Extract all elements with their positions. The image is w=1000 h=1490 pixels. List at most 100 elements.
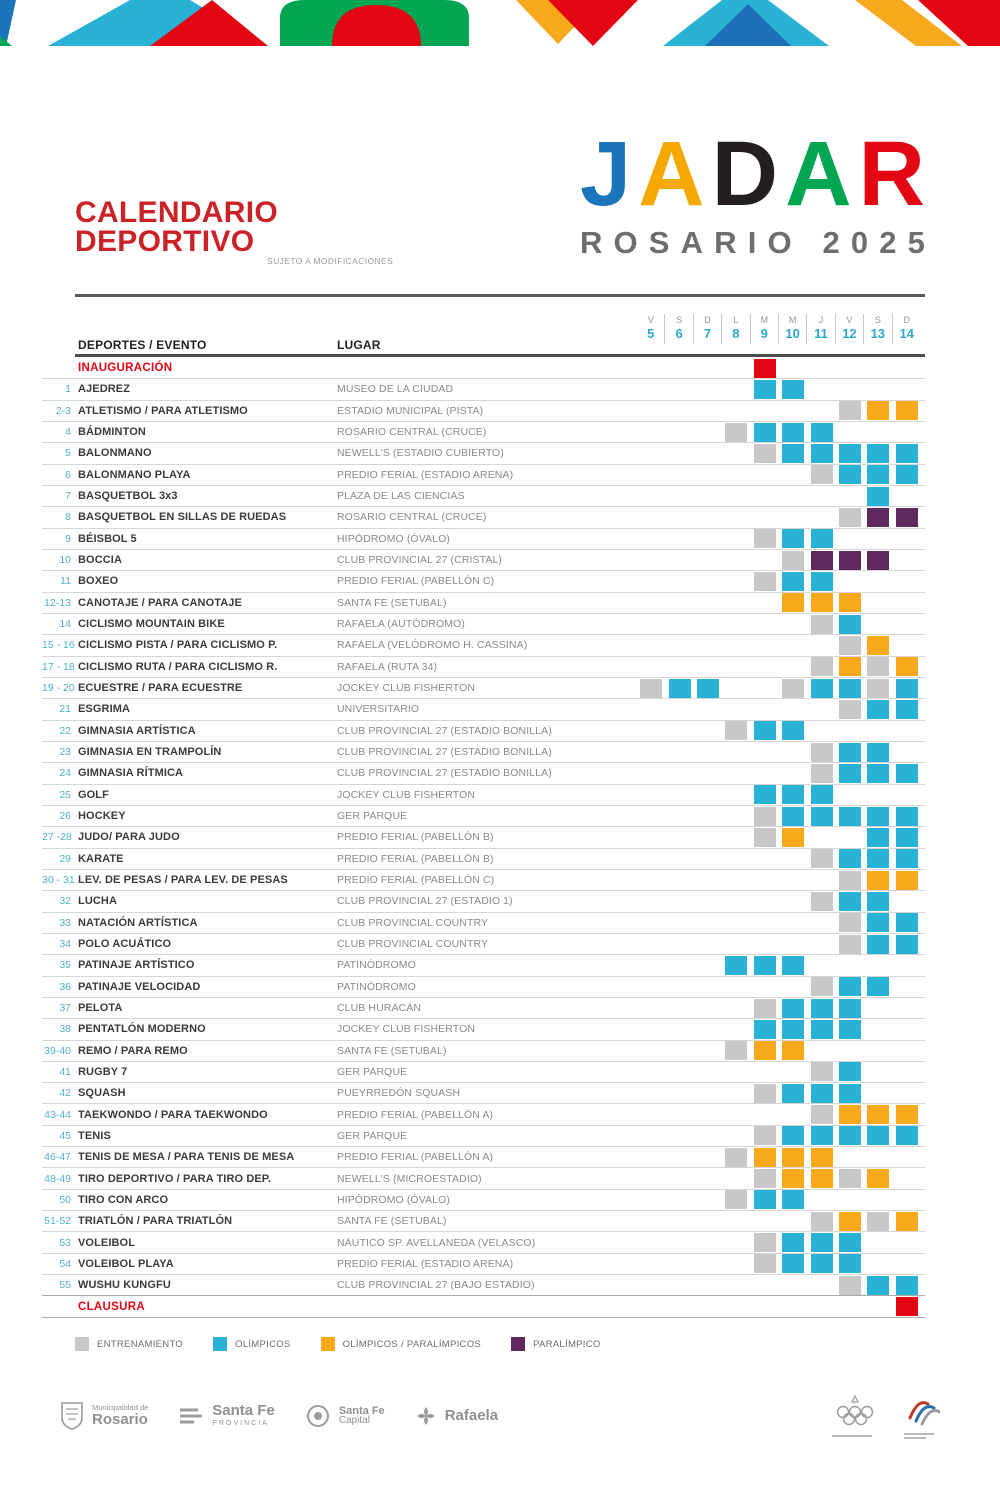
day-cell xyxy=(864,827,892,847)
day-cell xyxy=(637,827,665,847)
sport-name: TRIATLÓN / PARA TRIATLÓN xyxy=(78,1215,233,1228)
table-row: 43-44 TAEKWONDO / PARA TAEKWONDO PREDIO FE… xyxy=(42,1104,925,1126)
day-header-cell: V 12 xyxy=(836,314,865,344)
day-cell xyxy=(779,1296,807,1316)
event-chip xyxy=(867,657,890,677)
day-cell xyxy=(864,614,892,634)
jadar-subtitle-char: S xyxy=(648,224,670,260)
event-chip xyxy=(810,998,833,1018)
event-chip xyxy=(895,827,918,847)
legend-label: PARALÍMPICO xyxy=(533,1338,601,1350)
event-chip xyxy=(895,1297,918,1317)
day-cell xyxy=(694,1275,722,1295)
event-chip xyxy=(867,934,890,954)
sport-name: TIRO DEPORTIVO / PARA TIRO DEP. xyxy=(78,1172,271,1185)
day-cell xyxy=(751,614,779,634)
event-chip xyxy=(838,977,861,997)
day-cell xyxy=(864,891,892,911)
event-chip xyxy=(810,1019,833,1039)
event-chip xyxy=(895,934,918,954)
day-cell xyxy=(751,1019,779,1039)
venue-name: HIPÓDROMO (ÓVALO) xyxy=(337,532,450,545)
event-chip xyxy=(810,465,833,485)
table-header-rule xyxy=(75,354,925,357)
day-cell xyxy=(751,891,779,911)
day-cell xyxy=(864,1190,892,1210)
event-chip xyxy=(867,763,890,783)
event-chip xyxy=(810,614,833,634)
day-cell xyxy=(807,529,835,549)
row-number: 41 xyxy=(59,1065,71,1078)
day-cell xyxy=(637,1232,665,1252)
day-cell xyxy=(637,849,665,869)
day-cell xyxy=(893,998,921,1018)
footer-logo-rosario: Municipalidad de Rosario xyxy=(60,1401,148,1431)
event-chip xyxy=(782,422,805,442)
table-row: 11 BOXEO PREDIO FERIAL (PABELLÓN C) xyxy=(42,571,925,593)
day-cell xyxy=(722,1296,750,1316)
table-row: 55 WUSHU KUNGFU CLUB PROVINCIAL 27 (BAJO E… xyxy=(42,1275,925,1297)
day-cell xyxy=(779,1062,807,1082)
sport-name: LEV. DE PESAS / PARA LEV. DE PESAS xyxy=(78,874,288,887)
event-chip xyxy=(725,422,748,442)
day-cell xyxy=(836,1147,864,1167)
event-chip xyxy=(782,1254,805,1274)
sport-name: WUSHU KUNGFU xyxy=(78,1279,171,1292)
event-chip xyxy=(753,358,776,378)
day-cell xyxy=(637,763,665,783)
event-chip xyxy=(895,870,918,890)
event-chip xyxy=(753,443,776,463)
day-cell xyxy=(864,507,892,527)
event-chip xyxy=(782,955,805,975)
day-cell xyxy=(779,529,807,549)
row-number: 24 xyxy=(59,767,71,780)
day-cell xyxy=(637,1126,665,1146)
day-cell xyxy=(779,785,807,805)
day-cell xyxy=(637,379,665,399)
row-number: 17 - 18 xyxy=(42,660,75,673)
event-chip xyxy=(838,443,861,463)
day-cell xyxy=(864,1254,892,1274)
event-chip xyxy=(838,806,861,826)
sport-name: BASQUETBOL EN SILLAS DE RUEDAS xyxy=(78,511,287,524)
day-cell xyxy=(893,1190,921,1210)
event-chip xyxy=(782,443,805,463)
day-cell xyxy=(751,934,779,954)
day-cell xyxy=(779,635,807,655)
day-number: 5 xyxy=(647,326,655,341)
day-cell xyxy=(694,891,722,911)
day-cell xyxy=(694,486,722,506)
day-cell xyxy=(722,1254,750,1274)
day-cell xyxy=(779,849,807,869)
sport-name: NATACIÓN ARTÍSTICA xyxy=(78,916,198,929)
day-cell xyxy=(751,870,779,890)
event-chip xyxy=(838,614,861,634)
row-number: 48-49 xyxy=(44,1172,71,1185)
day-cell xyxy=(694,913,722,933)
day-cell xyxy=(893,870,921,890)
venue-name: PREDIO FERIAL (PABELLÓN B) xyxy=(337,852,494,865)
day-cell xyxy=(779,1104,807,1124)
jadar-subtitle-char: 0 xyxy=(850,224,869,260)
day-cell xyxy=(665,1126,693,1146)
day-cell xyxy=(665,1062,693,1082)
event-chip xyxy=(782,1041,805,1061)
legend-label: OLÍMPICOS xyxy=(235,1338,291,1350)
day-cell xyxy=(864,1062,892,1082)
day-cell xyxy=(807,891,835,911)
day-cell xyxy=(637,422,665,442)
day-cell xyxy=(893,1275,921,1295)
day-cell xyxy=(637,977,665,997)
day-cell xyxy=(637,529,665,549)
day-cell xyxy=(665,934,693,954)
day-cell xyxy=(665,1232,693,1252)
day-cell xyxy=(694,657,722,677)
day-cell xyxy=(893,721,921,741)
event-chip xyxy=(895,443,918,463)
day-cell xyxy=(751,1168,779,1189)
day-of-week-label: V xyxy=(647,315,654,325)
day-cell xyxy=(836,443,864,463)
day-cell xyxy=(694,785,722,805)
day-cell xyxy=(637,401,665,421)
